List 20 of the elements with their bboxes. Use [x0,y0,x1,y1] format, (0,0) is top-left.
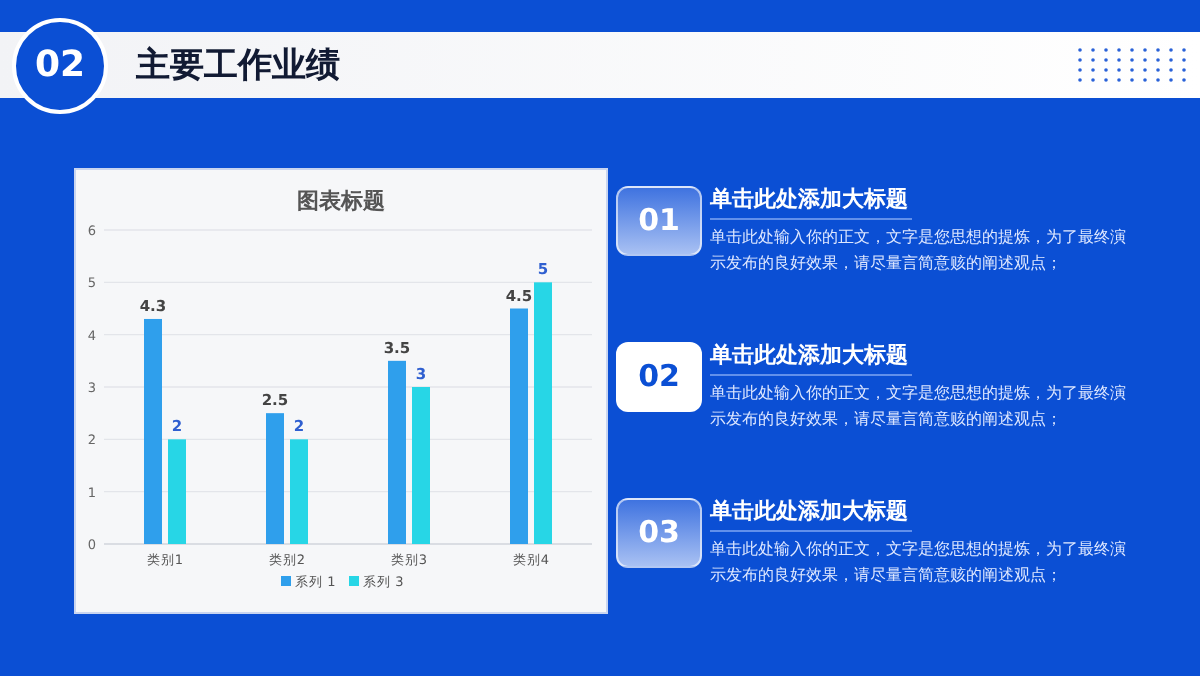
bar [290,439,308,544]
text: 03 [616,498,702,568]
text: 单击此处输入你的正文，文字是您思想的提炼，为了最终演示发布的良好效果，请尽量言简意赅的阐述观点； [710,538,1128,588]
bar [388,360,406,544]
text: 单击此处添加大标题 [710,338,912,376]
text: 单击此处输入你的正文，文字是您思想的提炼，为了最终演示发布的良好效果，请尽量言简意赅的阐述观点； [710,382,1128,432]
text: 单击此处添加大标题 [710,494,912,532]
text: 01 [616,186,702,256]
text: 单击此处添加大标题 [710,182,912,220]
bar [144,318,162,544]
bar [412,387,430,544]
chart-title: 图表标题 [297,188,385,214]
text: 02 [616,342,702,412]
bar [168,439,186,544]
bar [266,413,284,544]
bar [534,282,552,544]
text: 单击此处输入你的正文，文字是您思想的提炼，为了最终演示发布的良好效果，请尽量言简意赅的阐述观点； [710,226,1128,276]
bar [510,308,528,544]
text: 02 [12,18,108,114]
text: 主要工作业绩 [136,44,340,90]
